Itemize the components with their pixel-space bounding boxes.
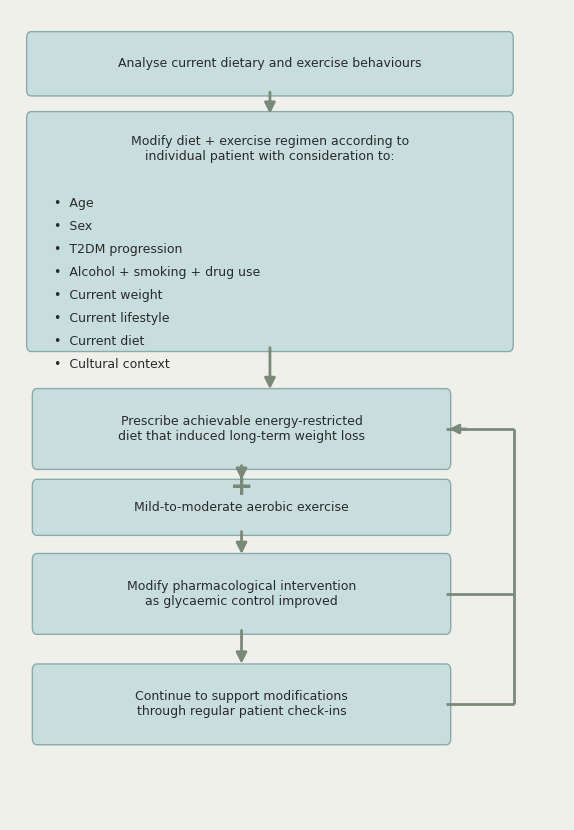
Text: •  Current diet: • Current diet xyxy=(54,335,144,348)
Text: •  Current lifestyle: • Current lifestyle xyxy=(54,312,169,325)
FancyBboxPatch shape xyxy=(26,111,513,352)
Text: •  Age: • Age xyxy=(54,197,94,209)
Text: •  Current weight: • Current weight xyxy=(54,289,162,302)
Text: •  T2DM progression: • T2DM progression xyxy=(54,242,183,256)
Text: Analyse current dietary and exercise behaviours: Analyse current dietary and exercise beh… xyxy=(118,57,422,71)
FancyBboxPatch shape xyxy=(32,479,451,535)
Text: Modify pharmacological intervention
as glycaemic control improved: Modify pharmacological intervention as g… xyxy=(127,580,356,608)
FancyBboxPatch shape xyxy=(32,388,451,470)
Text: •  Sex: • Sex xyxy=(54,220,92,232)
Text: +: + xyxy=(230,473,253,500)
Text: Mild-to-moderate aerobic exercise: Mild-to-moderate aerobic exercise xyxy=(134,500,349,514)
Text: Continue to support modifications
through regular patient check-ins: Continue to support modifications throug… xyxy=(135,691,348,719)
Text: Modify diet + exercise regimen according to
individual patient with consideratio: Modify diet + exercise regimen according… xyxy=(131,134,409,163)
FancyBboxPatch shape xyxy=(32,554,451,634)
Text: Prescribe achievable energy-restricted
diet that induced long-term weight loss: Prescribe achievable energy-restricted d… xyxy=(118,415,365,443)
Text: •  Cultural context: • Cultural context xyxy=(54,358,170,371)
FancyBboxPatch shape xyxy=(26,32,513,96)
Text: •  Alcohol + smoking + drug use: • Alcohol + smoking + drug use xyxy=(54,266,260,279)
FancyBboxPatch shape xyxy=(32,664,451,745)
